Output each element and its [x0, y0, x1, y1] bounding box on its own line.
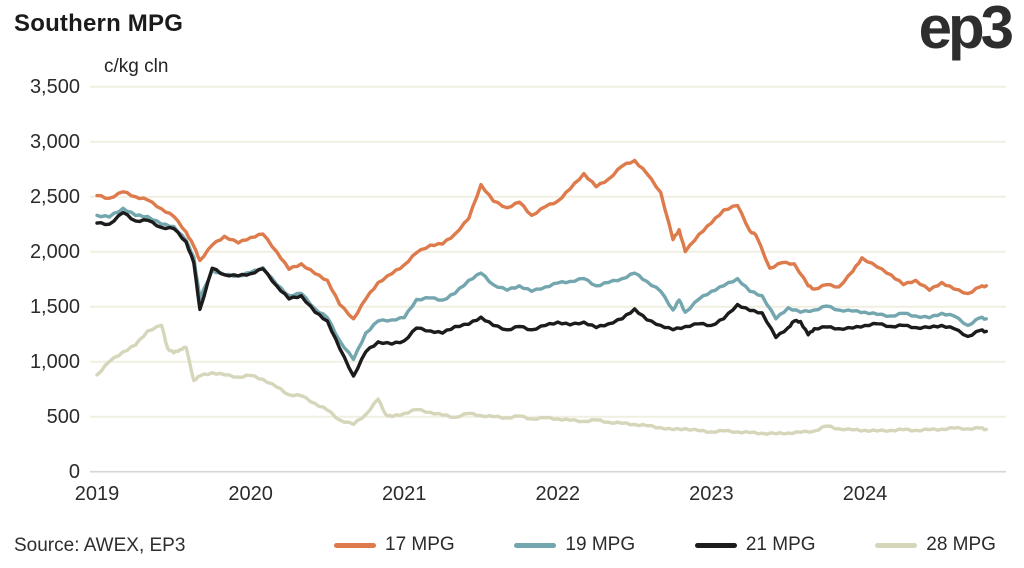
series-line-21-mpg: [95, 210, 988, 378]
x-tick-label: 2020: [228, 483, 273, 505]
legend-label: 21 MPG: [745, 534, 816, 555]
x-tick-label: 2019: [74, 483, 120, 505]
y-tick-label: 500: [46, 405, 80, 428]
legend-item-21-mpg: 21 MPG: [694, 534, 816, 556]
x-tick-label: 2024: [842, 483, 888, 505]
legend-item-17-mpg: 17 MPG: [334, 534, 455, 556]
x-tick-label: 2021: [381, 483, 427, 505]
x-tick-label: 2023: [689, 483, 734, 505]
legend-label: 28 MPG: [926, 534, 996, 555]
y-tick-label: 3,000: [29, 130, 80, 153]
y-tick-label: 1,000: [29, 350, 80, 373]
page-title: Southern MPG: [14, 10, 184, 37]
x-tick-label: 2022: [535, 483, 581, 505]
series-line-28-mpg: [95, 323, 988, 436]
y-tick-label: 2,000: [29, 240, 80, 263]
chart-legend: 17 MPG 19 MPG 21 MPG 28 MPG: [334, 534, 996, 556]
legend-item-19-mpg: 19 MPG: [514, 534, 635, 556]
series-line-19-mpg: [95, 206, 988, 362]
y-axis-unit-label: c/kg cln: [104, 56, 169, 77]
y-tick-label: 1,500: [29, 295, 80, 318]
legend-swatch: [875, 542, 918, 548]
series-line-17-mpg: [95, 158, 988, 321]
y-tick-label: 0: [68, 460, 80, 483]
legend-label: 17 MPG: [385, 534, 455, 555]
legend-label: 19 MPG: [565, 534, 636, 555]
legend-swatch: [514, 542, 557, 548]
y-tick-label: 3,500: [29, 75, 80, 98]
legend-item-28-mpg: 28 MPG: [875, 534, 996, 556]
legend-swatch: [694, 542, 737, 548]
ep3-logo: ep3: [918, 0, 1014, 61]
source-note: Source: AWEX, EP3: [14, 535, 186, 556]
legend-swatch: [334, 542, 376, 548]
y-tick-label: 2,500: [29, 185, 80, 208]
